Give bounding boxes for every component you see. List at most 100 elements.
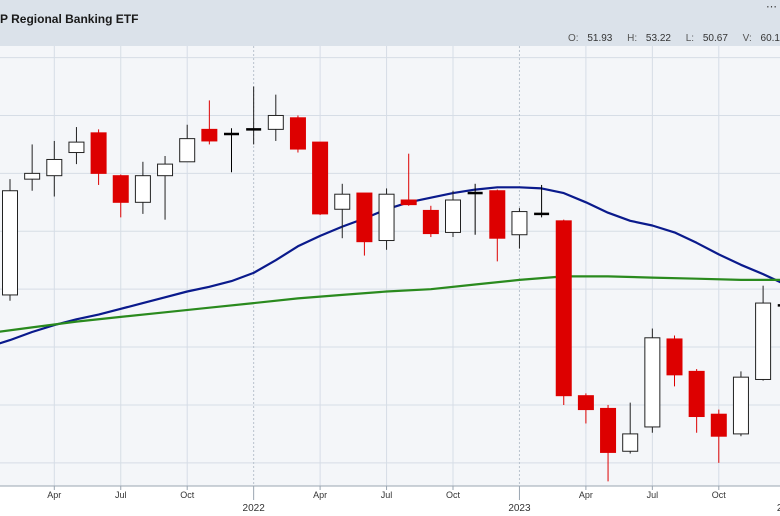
low-readout: L: 50.67 bbox=[680, 33, 728, 44]
candle-body bbox=[666, 338, 683, 376]
candle bbox=[555, 219, 572, 405]
high-readout: H: 53.22 bbox=[621, 33, 671, 44]
candle bbox=[334, 183, 351, 239]
x-axis-band bbox=[0, 486, 780, 516]
candle bbox=[134, 161, 151, 214]
candle bbox=[577, 393, 594, 424]
candle bbox=[688, 369, 705, 433]
candle-body bbox=[755, 302, 772, 380]
candle-body bbox=[90, 132, 107, 174]
candle bbox=[267, 94, 284, 141]
x-tick-label: Jul bbox=[647, 490, 659, 500]
candle bbox=[666, 335, 683, 387]
candle bbox=[600, 404, 617, 482]
x-tick-label: Jul bbox=[381, 490, 393, 500]
candle-body bbox=[134, 175, 151, 203]
candle-body bbox=[644, 337, 661, 428]
candle bbox=[201, 100, 218, 145]
year-label: 2022 bbox=[243, 503, 266, 514]
plot-area bbox=[0, 46, 780, 486]
candle bbox=[68, 127, 85, 165]
open-readout: O: 51.93 bbox=[562, 33, 612, 44]
candle-body bbox=[312, 141, 329, 215]
x-tick-label: Oct bbox=[712, 490, 727, 500]
chart-title: P Regional Banking ETF bbox=[0, 12, 139, 26]
candle-body bbox=[267, 114, 284, 130]
volume-value: 60.1 bbox=[760, 33, 780, 44]
low-value: 50.67 bbox=[702, 33, 728, 44]
year-label: 202 bbox=[777, 503, 780, 514]
more-dots-icon[interactable]: ⋯ bbox=[766, 1, 778, 13]
candle bbox=[622, 402, 639, 454]
x-tick-label: Jul bbox=[115, 490, 127, 500]
candle-body bbox=[489, 190, 506, 239]
candle bbox=[755, 285, 772, 381]
x-axis: Apr Jul Oct Apr Jul Oct Apr Jul Oct 2022 2023 202 bbox=[47, 486, 780, 514]
candle-body bbox=[179, 138, 196, 163]
volume-key: V: bbox=[742, 33, 752, 44]
x-tick-label: Oct bbox=[180, 490, 195, 500]
candle bbox=[378, 188, 395, 250]
high-key: H: bbox=[627, 33, 638, 44]
candle-body bbox=[157, 163, 174, 177]
candle-body bbox=[201, 128, 218, 142]
candle-body bbox=[577, 395, 594, 411]
candle bbox=[157, 156, 174, 220]
high-value: 53.22 bbox=[645, 33, 671, 44]
candle-body bbox=[356, 192, 373, 243]
candle-body bbox=[445, 199, 461, 233]
candle bbox=[644, 328, 661, 433]
candle-body bbox=[334, 193, 351, 210]
candle-body bbox=[600, 407, 617, 453]
candle-body bbox=[511, 211, 528, 236]
low-key: L: bbox=[685, 33, 695, 44]
candle bbox=[467, 183, 483, 235]
candle-body bbox=[400, 199, 417, 206]
candle-body bbox=[46, 158, 63, 177]
candle bbox=[24, 144, 41, 191]
candle bbox=[112, 174, 129, 218]
candle bbox=[46, 140, 63, 197]
candle bbox=[422, 205, 439, 238]
candle-body bbox=[2, 190, 18, 296]
x-tick-label: Apr bbox=[47, 490, 61, 500]
candle bbox=[224, 128, 239, 173]
open-key: O: bbox=[567, 33, 579, 44]
volume-readout: V: 60.1 bbox=[737, 33, 780, 44]
candle bbox=[289, 115, 306, 153]
ohlc-readout: O: 51.93 H: 53.22 L: 50.67 V: 60.1 bbox=[556, 33, 780, 44]
candle bbox=[2, 179, 18, 301]
year-label: 2023 bbox=[508, 503, 531, 514]
candle bbox=[179, 124, 196, 163]
open-value: 51.93 bbox=[587, 33, 613, 44]
candle-body bbox=[422, 209, 439, 235]
candle bbox=[489, 189, 506, 262]
candle bbox=[534, 184, 550, 218]
candle bbox=[445, 190, 461, 238]
candle-body bbox=[378, 193, 395, 242]
candles bbox=[2, 86, 780, 482]
candle bbox=[511, 208, 528, 249]
candle-body bbox=[710, 413, 727, 437]
chart-header: P Regional Banking ETF ⋯ O: 51.93 H: 53.… bbox=[0, 0, 780, 46]
x-tick-label: Apr bbox=[579, 490, 593, 500]
candle bbox=[710, 409, 727, 463]
candle-body bbox=[688, 370, 705, 418]
candle-body bbox=[68, 141, 85, 154]
candle bbox=[90, 129, 107, 185]
x-tick-label: Apr bbox=[313, 490, 327, 500]
candle bbox=[356, 192, 373, 256]
candle-body bbox=[289, 117, 306, 150]
candle bbox=[732, 371, 749, 437]
candle-body bbox=[732, 376, 749, 435]
candle bbox=[400, 153, 417, 206]
moving-average-line bbox=[0, 275, 780, 333]
candle-body bbox=[622, 433, 639, 452]
candle-body bbox=[112, 175, 129, 203]
candle-body bbox=[24, 172, 41, 180]
candle bbox=[246, 86, 262, 145]
x-tick-label: Oct bbox=[446, 490, 461, 500]
candle bbox=[312, 141, 329, 216]
